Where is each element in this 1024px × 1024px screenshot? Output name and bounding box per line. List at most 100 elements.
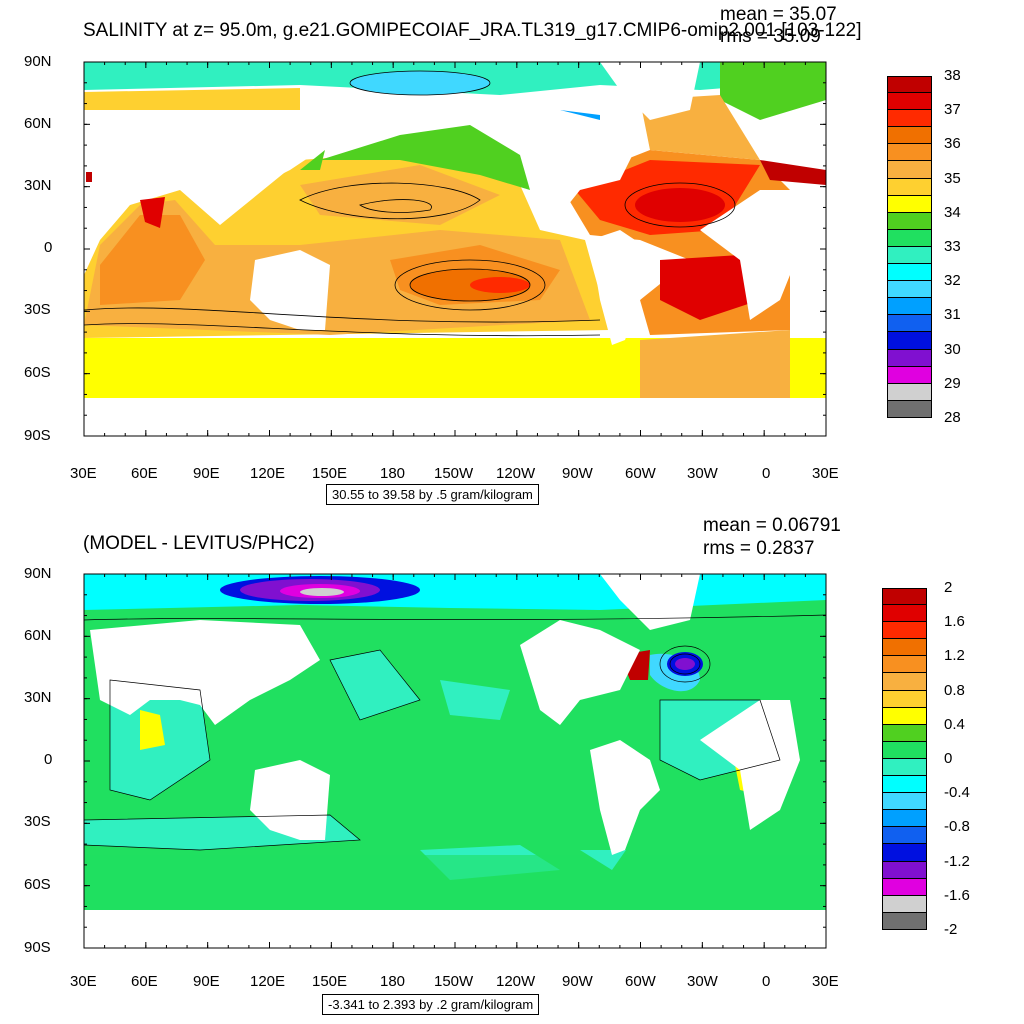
p1-lat-0: 0 <box>44 239 53 256</box>
colorbar-swatch <box>882 912 927 930</box>
colorbar-label: 36 <box>944 135 961 153</box>
colorbar-label: -1.6 <box>944 886 970 904</box>
colorbar-swatch <box>882 878 927 896</box>
p1-lat-30s: 30S <box>24 301 51 318</box>
p2-lon-30e-right: 30E <box>812 973 839 990</box>
panel2-colorbar <box>882 588 927 930</box>
p2-lon-90w: 90W <box>562 973 593 990</box>
colorbar-swatch <box>887 127 932 145</box>
p2-lon-60w: 60W <box>625 973 656 990</box>
colorbar-label: 38 <box>944 67 961 84</box>
p2-lon-90e: 90E <box>193 973 220 990</box>
p1-lat-90s: 90S <box>24 427 51 444</box>
p1-lat-60s: 60S <box>24 364 51 381</box>
p1-lon-60w: 60W <box>625 465 656 482</box>
colorbar-swatch <box>882 844 927 862</box>
panel2-contour-info: -3.341 to 2.393 by .2 gram/kilogram <box>322 994 540 1015</box>
p1-lon-120e: 120E <box>250 465 286 482</box>
colorbar-swatch <box>887 281 932 299</box>
panel1-mean: mean = 35.07 <box>720 4 837 25</box>
colorbar-label: 34 <box>944 203 961 221</box>
p2-lat-90n: 90N <box>24 565 52 582</box>
colorbar-label: 33 <box>944 238 961 255</box>
p2-lon-150w: 150W <box>434 973 474 990</box>
axis-ticks <box>83 61 827 949</box>
colorbar-label: 29 <box>944 374 961 392</box>
panel2-rms: rms = 0.2837 <box>703 538 815 559</box>
colorbar-swatch <box>882 707 927 725</box>
colorbar-swatch <box>887 246 932 265</box>
colorbar-swatch <box>887 315 932 333</box>
p2-lon-30e: 30E <box>70 973 97 990</box>
colorbar-swatch <box>887 349 932 367</box>
p2-lon-120e: 120E <box>250 973 286 990</box>
panel1-contour-info: 30.55 to 39.58 by .5 gram/kilogram <box>326 484 539 505</box>
colorbar-swatch <box>882 639 927 657</box>
p2-lat-30n: 30N <box>24 689 52 706</box>
p1-lon-60e: 60E <box>131 465 158 482</box>
colorbar-swatch <box>887 400 932 418</box>
colorbar-label: 1.2 <box>944 647 965 665</box>
colorbar-label: -0.8 <box>944 818 970 836</box>
colorbar-label: 31 <box>944 306 961 324</box>
colorbar-label: -0.4 <box>944 784 970 802</box>
colorbar-swatch <box>882 588 927 606</box>
p2-lat-0: 0 <box>44 751 53 768</box>
p1-lon-30w: 30W <box>687 465 718 482</box>
colorbar-swatch <box>887 383 932 401</box>
panel1-colorbar <box>887 76 932 418</box>
colorbar-swatch <box>887 212 932 230</box>
colorbar-label: 2 <box>944 579 953 596</box>
p2-lat-90s: 90S <box>24 939 51 956</box>
colorbar-label: 0.8 <box>944 681 965 699</box>
p2-lon-0: 0 <box>762 973 771 990</box>
colorbar-swatch <box>882 827 927 845</box>
colorbar-swatch <box>887 264 932 282</box>
p2-lon-150e: 150E <box>312 973 348 990</box>
colorbar-label: -1.2 <box>944 852 970 870</box>
colorbar-swatch <box>887 76 932 94</box>
colorbar-label: 0 <box>944 750 953 767</box>
colorbar-swatch <box>887 195 932 213</box>
colorbar-swatch <box>882 861 927 879</box>
panel2-difference-field <box>84 574 826 948</box>
colorbar-swatch <box>882 622 927 640</box>
p2-lat-30s: 30S <box>24 813 51 830</box>
panel1-rms: rms = 35.09 <box>720 26 821 47</box>
p1-lon-90e: 90E <box>193 465 220 482</box>
p2-lon-120w: 120W <box>496 973 536 990</box>
colorbar-swatch <box>887 178 932 196</box>
colorbar-swatch <box>882 810 927 828</box>
panel2-title: (MODEL - LEVITUS/PHC2) <box>83 533 315 554</box>
colorbar-label: 32 <box>944 272 961 290</box>
colorbar-swatch <box>882 776 927 794</box>
p2-lon-30w: 30W <box>687 973 718 990</box>
colorbar-label: 28 <box>944 409 961 426</box>
colorbar-label: 30 <box>944 340 961 358</box>
p1-lat-60n: 60N <box>24 115 52 132</box>
colorbar-label: 1.6 <box>944 613 965 631</box>
colorbar-swatch <box>887 144 932 162</box>
panel1-salinity-field <box>84 62 826 436</box>
colorbar-label: 35 <box>944 169 961 187</box>
colorbar-label: 0.4 <box>944 715 965 733</box>
colorbar-label: 37 <box>944 101 961 119</box>
p2-lon-60e: 60E <box>131 973 158 990</box>
colorbar-swatch <box>882 690 927 708</box>
colorbar-swatch <box>882 605 927 623</box>
p2-lon-180: 180 <box>380 973 406 990</box>
p1-lon-30e: 30E <box>70 465 97 482</box>
p1-lon-180: 180 <box>380 465 406 482</box>
colorbar-swatch <box>882 895 927 913</box>
colorbar-swatch <box>882 656 927 674</box>
colorbar-swatch <box>887 110 932 128</box>
colorbar-swatch <box>887 229 932 247</box>
p1-lon-0: 0 <box>762 465 771 482</box>
colorbar-swatch <box>882 741 927 759</box>
colorbar-swatch <box>887 161 932 179</box>
colorbar-swatch <box>887 298 932 316</box>
panel2-mean: mean = 0.06791 <box>703 515 841 536</box>
p1-lat-90n: 90N <box>24 53 52 70</box>
panel1-title: SALINITY at z= 95.0m, g.e21.GOMIPECOIAF_… <box>83 20 862 41</box>
